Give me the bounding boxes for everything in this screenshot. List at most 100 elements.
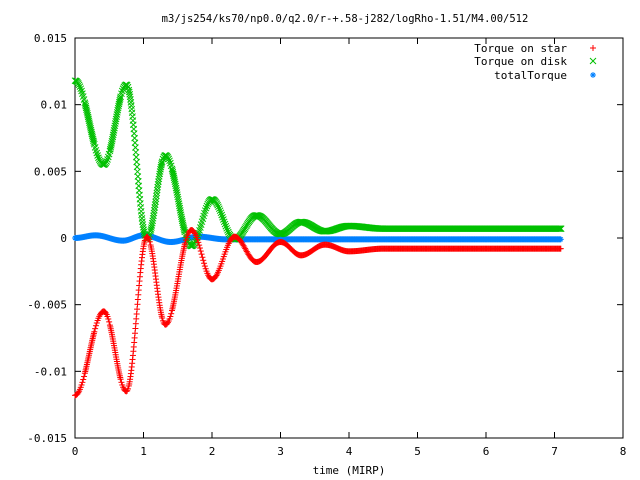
data-point — [78, 381, 85, 388]
legend-swatch-x — [589, 57, 597, 65]
data-point — [95, 154, 102, 162]
legend-label-star: Torque on star — [474, 42, 567, 55]
data-point — [201, 260, 208, 267]
data-point — [194, 236, 201, 243]
data-point — [218, 211, 226, 219]
data-point — [220, 218, 228, 226]
data-point — [191, 229, 198, 236]
legend-label-disk: Torque on disk — [474, 55, 567, 68]
data-point — [117, 376, 124, 383]
data-point — [125, 385, 132, 392]
x-tick-label: 1 — [140, 445, 147, 458]
y-tick-label: -0.005 — [27, 299, 67, 312]
data-point — [105, 315, 112, 322]
data-point — [215, 203, 222, 211]
legend-label-total: totalTorque — [494, 69, 567, 82]
data-point — [139, 221, 147, 228]
data-point — [220, 216, 227, 223]
data-point — [198, 251, 205, 258]
data-point — [554, 225, 562, 233]
data-point — [171, 176, 178, 184]
data-point — [77, 85, 85, 93]
data-point — [164, 153, 172, 161]
data-point — [81, 373, 88, 380]
data-point — [219, 213, 226, 221]
data-point — [92, 322, 99, 329]
x-axis-label: time (MIRP) — [313, 464, 386, 477]
data-point — [153, 186, 161, 194]
data-point — [224, 226, 231, 234]
data-marks — [71, 77, 565, 399]
data-point — [118, 379, 125, 386]
data-point — [557, 236, 564, 243]
x-tick-label: 0 — [72, 445, 79, 458]
data-point — [557, 225, 565, 233]
data-point — [106, 318, 113, 325]
y-tick-label: 0.005 — [34, 165, 67, 178]
x-tick-label: 4 — [346, 445, 353, 458]
data-point — [150, 206, 158, 214]
data-point — [202, 204, 210, 212]
data-point — [556, 225, 563, 233]
data-point — [79, 379, 86, 386]
data-point — [115, 102, 122, 110]
data-point — [221, 220, 229, 228]
x-tick-label: 6 — [483, 445, 490, 458]
axis-ticks: 0 1 2 3 4 5 6 7 8 -0.015 -0.01 -0.005 0 0.005 0.01 0.01… — [27, 32, 626, 458]
data-point — [182, 236, 189, 243]
x-tick-label: 7 — [551, 445, 558, 458]
data-point — [126, 90, 134, 98]
data-point — [197, 248, 204, 255]
data-point — [150, 209, 158, 217]
data-point — [107, 143, 115, 151]
data-point — [75, 81, 83, 89]
data-point — [215, 205, 223, 213]
data-point — [201, 263, 208, 270]
legend-swatches — [589, 45, 597, 78]
data-point — [555, 225, 563, 233]
data-point — [557, 225, 564, 233]
y-tick-label: -0.015 — [27, 432, 67, 445]
data-point — [195, 239, 202, 246]
data-point — [151, 204, 159, 211]
legend: Torque on star Torque on disk totalTorqu… — [474, 42, 597, 82]
data-point — [158, 160, 166, 167]
data-point — [214, 201, 221, 209]
y-tick-label: 0.015 — [34, 32, 67, 45]
chart-title: m3/js254/ks70/np0.0/q2.0/r-+.58-j282/log… — [162, 13, 529, 25]
data-point — [196, 242, 203, 249]
data-point — [168, 310, 175, 317]
y-tick-label: 0.01 — [41, 99, 68, 112]
data-point — [170, 174, 178, 182]
data-point — [118, 87, 126, 95]
data-point — [203, 202, 211, 210]
y-tick-label: -0.01 — [34, 365, 67, 378]
data-point — [157, 165, 164, 173]
data-point — [182, 240, 189, 247]
data-point — [126, 93, 134, 101]
data-point — [222, 222, 230, 230]
data-point — [147, 226, 155, 233]
legend-swatch-plus — [590, 45, 596, 51]
data-point — [149, 214, 157, 222]
data-point — [107, 141, 115, 149]
data-point — [199, 254, 206, 261]
data-point — [76, 83, 84, 90]
data-point — [104, 156, 111, 163]
series-torque-on-star — [72, 227, 564, 399]
data-point — [103, 158, 111, 165]
data-point — [155, 178, 162, 185]
series-torque-on-disk — [71, 77, 565, 250]
data-point — [154, 183, 161, 191]
data-point — [223, 224, 231, 232]
x-tick-label: 8 — [620, 445, 627, 458]
data-point — [557, 245, 564, 252]
data-point — [217, 209, 225, 217]
data-point — [150, 212, 157, 220]
data-point — [178, 217, 186, 225]
data-point — [154, 181, 162, 188]
data-point — [200, 257, 207, 264]
x-tick-label: 5 — [414, 445, 421, 458]
data-point — [224, 228, 232, 236]
data-point — [165, 155, 173, 163]
